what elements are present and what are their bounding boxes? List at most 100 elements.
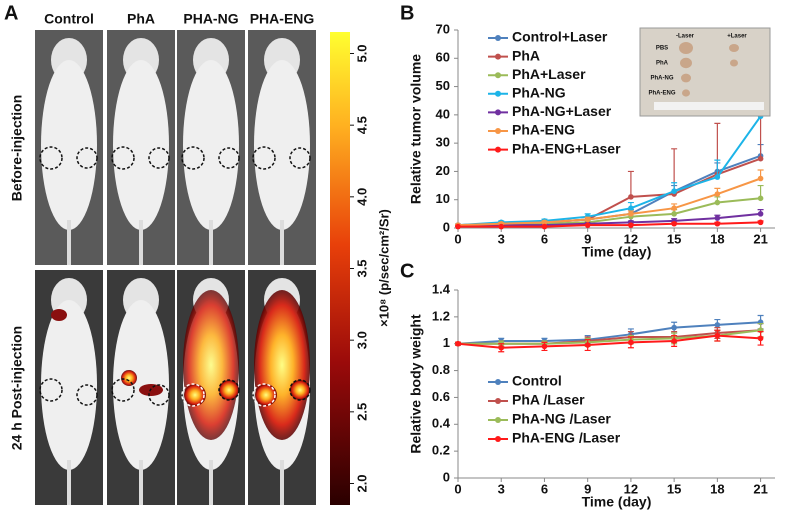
x-tick-label: 18 [710, 231, 724, 246]
data-point [628, 194, 634, 200]
legend-label: PhA-NG [512, 85, 566, 101]
tumor-marker [252, 146, 276, 170]
data-point [541, 223, 548, 230]
mouse-body [254, 60, 310, 230]
legend-label: PhA /Laser [512, 392, 585, 408]
legend-label: PhA [512, 47, 540, 63]
x-tick-label: 21 [753, 231, 767, 246]
data-point [628, 205, 634, 211]
tumor-marker [218, 379, 240, 401]
signal [255, 384, 277, 406]
data-point [757, 335, 764, 342]
data-point [757, 219, 764, 226]
y-tick-label: 0 [443, 469, 450, 484]
series-line [457, 115, 762, 227]
y-tick-label: 0.2 [432, 443, 450, 458]
data-point [671, 188, 677, 195]
data-point [628, 339, 634, 346]
data-point [628, 211, 634, 217]
tumor-marker [76, 147, 98, 169]
series-line [457, 321, 761, 345]
signal [254, 290, 310, 440]
mouse-body [113, 300, 169, 470]
data-point [714, 220, 721, 227]
x-tick-label: 18 [710, 481, 724, 496]
legend-swatch [495, 128, 501, 134]
data-point [541, 219, 548, 226]
colorbar [330, 32, 350, 505]
data-point [584, 222, 591, 228]
inset-bg [639, 27, 771, 117]
signal [184, 384, 206, 406]
y-tick-label: 40 [436, 106, 450, 121]
signal [51, 309, 67, 321]
x-tick-label: 0 [454, 481, 461, 496]
tumor-marker [252, 383, 276, 407]
data-point [671, 324, 677, 331]
signal [219, 380, 239, 400]
panel-label: C [400, 260, 414, 282]
signal [121, 370, 137, 386]
tumor-marker [181, 383, 205, 407]
tumor-marker [181, 146, 205, 170]
x-tick-label: 21 [753, 481, 767, 496]
x-tick-label: 15 [667, 481, 681, 496]
series-line [458, 212, 761, 227]
data-point [541, 343, 548, 350]
data-point [757, 175, 764, 182]
data-point [757, 211, 764, 217]
x-tick-label: 0 [454, 231, 461, 246]
data-point [498, 344, 505, 351]
data-point [757, 155, 764, 162]
legend-label: PhA-ENG [512, 122, 575, 138]
column-label: PHA-ENG [250, 11, 315, 27]
y-tick-label: 0.6 [432, 389, 450, 404]
series-line [457, 334, 761, 349]
legend-swatch [495, 379, 501, 385]
inset-column-label: +Laser [727, 34, 747, 40]
x-tick-label: 15 [667, 231, 681, 246]
data-point [714, 174, 721, 180]
colorbar-tick-label: 2.5 [354, 403, 369, 421]
x-axis-label: Time (day) [582, 494, 652, 510]
legend-swatch [495, 417, 501, 423]
column-label: Control [44, 11, 94, 27]
row-label: 24 h Post-injection [9, 326, 25, 450]
legend-swatch [495, 436, 501, 442]
tumor-marker [39, 378, 63, 402]
data-point [671, 205, 677, 211]
x-tick-label: 9 [584, 481, 591, 496]
legend-swatch [495, 109, 501, 116]
colorbar-tick-label: 3.5 [354, 259, 369, 277]
data-point [671, 338, 677, 344]
y-tick-label: 50 [436, 78, 450, 93]
colorbar-tick-label: 3.0 [354, 331, 369, 349]
x-axis-label: Time (day) [582, 244, 652, 260]
data-point [671, 211, 677, 217]
signal [290, 380, 310, 400]
tumor [679, 42, 693, 54]
tumor-marker [289, 379, 311, 401]
mouse-tail [67, 460, 71, 505]
mouse-tail [209, 460, 213, 505]
column-label: PHA-NG [183, 11, 238, 27]
legend-swatch [495, 146, 501, 153]
tumor-marker [39, 146, 63, 170]
inset-ruler [654, 102, 764, 110]
tumor [730, 59, 738, 67]
tumor [729, 44, 739, 52]
data-point [584, 342, 591, 348]
mouse-tail [67, 220, 71, 265]
panel-label: A [4, 2, 18, 24]
signal [183, 290, 239, 440]
y-tick-label: 1.4 [432, 281, 451, 296]
y-axis-label: Relative tumor volume [408, 54, 424, 204]
data-point [714, 332, 721, 339]
mouse-body [113, 60, 169, 230]
panel-label: B [400, 2, 414, 24]
error-bar [627, 170, 634, 197]
x-tick-label: 3 [498, 231, 505, 246]
mouse-body [41, 300, 97, 470]
data-point [498, 223, 505, 230]
y-tick-label: 70 [436, 21, 450, 36]
